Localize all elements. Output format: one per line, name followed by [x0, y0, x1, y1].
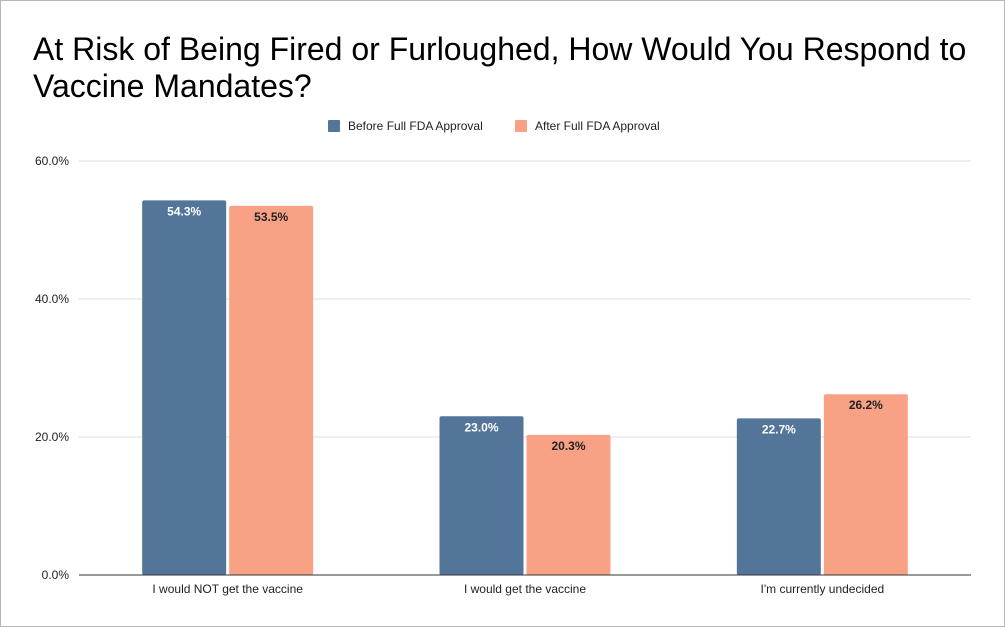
- legend-swatch-after: [515, 120, 527, 132]
- bar-before-1: [439, 416, 524, 575]
- bar-before-0: [142, 200, 227, 575]
- data-label-before-2: 22.7%: [762, 422, 796, 436]
- bar-before-2: [736, 418, 821, 575]
- bar-after-1: [526, 434, 611, 575]
- y-tick-label-3: 60.0%: [35, 154, 69, 168]
- data-label-after-0: 53.5%: [254, 210, 288, 224]
- bar-after-0: [229, 205, 314, 575]
- data-label-after-1: 20.3%: [551, 439, 585, 453]
- legend-label-before: Before Full FDA Approval: [348, 119, 483, 133]
- x-category-label-2: I'm currently undecided: [760, 582, 884, 596]
- chart-title: At Risk of Being Fired or Furloughed, Ho…: [33, 31, 967, 104]
- y-tick-label-1: 20.0%: [35, 430, 69, 444]
- data-label-before-1: 23.0%: [464, 420, 498, 434]
- y-tick-label-0: 0.0%: [42, 568, 70, 582]
- legend-label-after: After Full FDA Approval: [535, 119, 660, 133]
- legend-swatch-before: [328, 120, 340, 132]
- legend-item-before: Before Full FDA Approval: [328, 119, 483, 133]
- data-label-before-0: 54.3%: [167, 204, 201, 218]
- chart-legend: Before Full FDA Approval After Full FDA …: [1, 119, 1005, 137]
- x-category-label-0: I would NOT get the vaccine: [152, 582, 303, 596]
- data-label-after-2: 26.2%: [849, 398, 883, 412]
- legend-item-after: After Full FDA Approval: [515, 119, 660, 133]
- y-tick-label-2: 40.0%: [35, 292, 69, 306]
- bar-after-2: [823, 394, 908, 575]
- x-category-label-1: I would get the vaccine: [464, 582, 586, 596]
